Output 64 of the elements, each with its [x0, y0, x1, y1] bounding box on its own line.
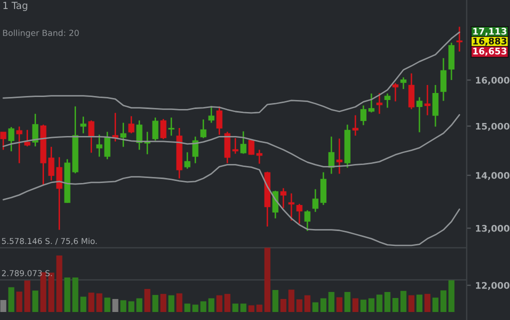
candlestick [88, 120, 94, 154]
candlestick [200, 118, 206, 139]
candlestick [208, 105, 214, 124]
candlestick [232, 137, 238, 154]
candlestick [312, 188, 318, 213]
candlestick [336, 138, 342, 174]
candlestick [424, 84, 430, 116]
y-tick-label: 12,000 [476, 282, 510, 290]
candlestick [224, 131, 230, 164]
candlestick [16, 126, 22, 164]
candlestick [384, 92, 390, 108]
candlestick [296, 203, 302, 224]
candlestick [360, 104, 366, 126]
candlestick [56, 156, 62, 231]
candlestick [48, 146, 54, 182]
candlestick [216, 106, 222, 136]
candlestick [96, 134, 102, 158]
chart-title: 1 Tag [3, 2, 28, 12]
candlestick [248, 140, 254, 156]
candlestick [256, 149, 262, 164]
text: 16,883 [473, 38, 506, 46]
candlestick [0, 132, 6, 150]
candlestick [32, 113, 38, 148]
candlestick [280, 187, 286, 209]
line-series [2, 114, 460, 168]
candlestick [184, 152, 190, 170]
candlestick [320, 172, 326, 206]
y-tick-label: 15,000 [476, 122, 510, 131]
candlestick [80, 116, 86, 134]
candlestick [416, 96, 422, 133]
candlestick [128, 115, 134, 134]
ref-line-label: 2.789.073 S. [2, 270, 52, 276]
candlestick [400, 76, 406, 90]
ref-line-label: 5.578.146 S. / 75,6 Mio. [2, 238, 97, 245]
y-tick-label: 14,000 [476, 172, 510, 180]
line-series [2, 164, 460, 246]
candlestick [304, 210, 310, 232]
candlestick [328, 136, 334, 174]
candlestick [8, 126, 14, 152]
y-tick-label: 16,000 [476, 76, 510, 85]
candlestick [448, 42, 454, 81]
text: 17,113 [473, 28, 506, 36]
candlestick [240, 130, 246, 154]
candlestick [192, 136, 198, 164]
text: 16,653 [473, 48, 506, 56]
candlestick [168, 116, 174, 136]
candlestick [352, 114, 358, 136]
line-series [2, 32, 460, 114]
candlestick [376, 92, 382, 115]
text: Bollinger Band: 20 [3, 30, 79, 38]
candlestick [104, 131, 110, 160]
candlestick [120, 122, 126, 148]
candlestick [440, 57, 446, 102]
candlestick [288, 192, 294, 222]
candlestick [368, 92, 374, 114]
candlestick [136, 120, 142, 150]
candlestick [152, 116, 158, 142]
candlestick [432, 84, 438, 128]
candlestick [160, 118, 166, 140]
candlestick [392, 82, 398, 102]
candlestick [408, 72, 414, 110]
y-tick-label: 13,000 [476, 224, 510, 233]
candlestick [456, 26, 462, 52]
candlestick [24, 129, 30, 148]
